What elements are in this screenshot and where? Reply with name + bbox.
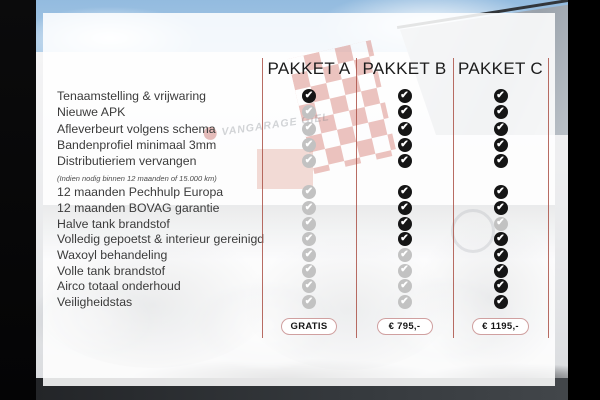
table-row: 12 maanden BOVAG garantie	[43, 200, 555, 216]
check-icon	[302, 201, 316, 216]
table-row: Veiligheidstas	[43, 294, 555, 310]
check-icon	[493, 121, 508, 136]
check-icon	[493, 185, 508, 200]
column-header-pakket-c: PAKKET C	[458, 59, 543, 78]
price-button-pakket-b[interactable]: € 795,-	[376, 317, 433, 335]
table-row: Halve tank brandstof	[43, 216, 555, 232]
price-button-pakket-c[interactable]: € 1195,-	[472, 317, 529, 335]
row-label: Volledig gepoetst & interieur gereinigd	[57, 232, 265, 247]
check-icon	[493, 263, 508, 278]
check-icon	[493, 201, 508, 216]
table-row: Afleverbeurt volgens schema	[43, 121, 555, 137]
check-icon	[302, 279, 316, 294]
check-icon	[302, 216, 316, 231]
check-icon	[493, 232, 508, 247]
left-black-bar	[0, 0, 36, 400]
check-icon	[493, 105, 508, 120]
check-icon	[397, 154, 412, 169]
footnote-text: (Indien nodig binnen 12 maanden of 15.00…	[57, 174, 217, 184]
check-icon	[493, 295, 508, 310]
table-row: Volle tank brandstof	[43, 263, 555, 279]
check-icon	[302, 138, 316, 153]
check-icon	[302, 154, 316, 169]
table-row: Waxoyl behandeling	[43, 247, 555, 263]
check-icon	[397, 185, 412, 200]
check-icon	[302, 248, 316, 263]
right-black-bar	[568, 0, 600, 400]
check-icon	[397, 138, 412, 153]
table-row: Volledig gepoetst & interieur gereinigd	[43, 232, 555, 248]
check-icon	[397, 279, 412, 294]
row-label: Afleverbeurt volgens schema	[57, 121, 216, 136]
row-label: 12 maanden BOVAG garantie	[57, 201, 220, 216]
column-header-pakket-b: PAKKET B	[362, 59, 447, 78]
check-icon	[493, 216, 508, 231]
check-icon	[397, 232, 412, 247]
row-label: Veiligheidstas	[57, 295, 133, 310]
header-row: PAKKET A PAKKET B PAKKET C	[43, 13, 555, 88]
row-footnote: (Indien nodig binnen 12 maanden of 15.00…	[43, 168, 555, 183]
row-label: Airco totaal onderhoud	[57, 279, 181, 294]
check-icon	[397, 216, 412, 231]
check-icon	[302, 185, 316, 200]
check-icon	[493, 89, 508, 104]
row-label: 12 maanden Pechhulp Europa	[57, 185, 224, 200]
check-icon	[397, 295, 412, 310]
row-label: Volle tank brandstof	[57, 263, 166, 278]
check-icon	[397, 105, 412, 120]
check-icon	[493, 279, 508, 294]
row-label: Halve tank brandstof	[57, 216, 170, 231]
table-row: Nieuwe APK	[43, 104, 555, 120]
table-row: Airco totaal onderhoud	[43, 279, 555, 295]
column-divider	[262, 58, 263, 338]
row-label: Tenaamstelling & vrijwaring	[57, 89, 206, 104]
check-icon	[302, 105, 316, 120]
package-comparison-table: PAKKET A PAKKET B PAKKET C Tenaamstellin…	[43, 13, 555, 386]
table-row: 12 maanden Pechhulp Europa	[43, 184, 555, 200]
row-label: Bandenprofiel minimaal 3mm	[57, 138, 217, 153]
check-icon	[302, 295, 316, 310]
price-button-pakket-a[interactable]: GRATIS	[280, 317, 338, 335]
table-row: Bandenprofiel minimaal 3mm	[43, 137, 555, 153]
row-label: Nieuwe APK	[57, 105, 126, 120]
check-icon	[397, 89, 412, 104]
check-icon	[302, 263, 316, 278]
check-icon	[302, 232, 316, 247]
column-divider	[356, 58, 357, 338]
column-divider	[548, 58, 549, 338]
table-row: Distributieriem vervangen	[43, 153, 555, 169]
check-icon	[397, 263, 412, 278]
check-icon	[397, 248, 412, 263]
price-row: GRATIS € 795,- € 1195,-	[43, 317, 555, 335]
check-icon	[493, 248, 508, 263]
column-divider	[453, 58, 454, 338]
check-icon	[302, 121, 316, 136]
check-icon	[302, 89, 316, 104]
column-header-pakket-a: PAKKET A	[267, 59, 351, 78]
check-icon	[493, 138, 508, 153]
check-icon	[493, 154, 508, 169]
check-icon	[397, 121, 412, 136]
table-row: Tenaamstelling & vrijwaring	[43, 88, 555, 104]
row-label: Waxoyl behandeling	[57, 248, 168, 263]
check-icon	[397, 201, 412, 216]
row-label: Distributieriem vervangen	[57, 154, 197, 169]
